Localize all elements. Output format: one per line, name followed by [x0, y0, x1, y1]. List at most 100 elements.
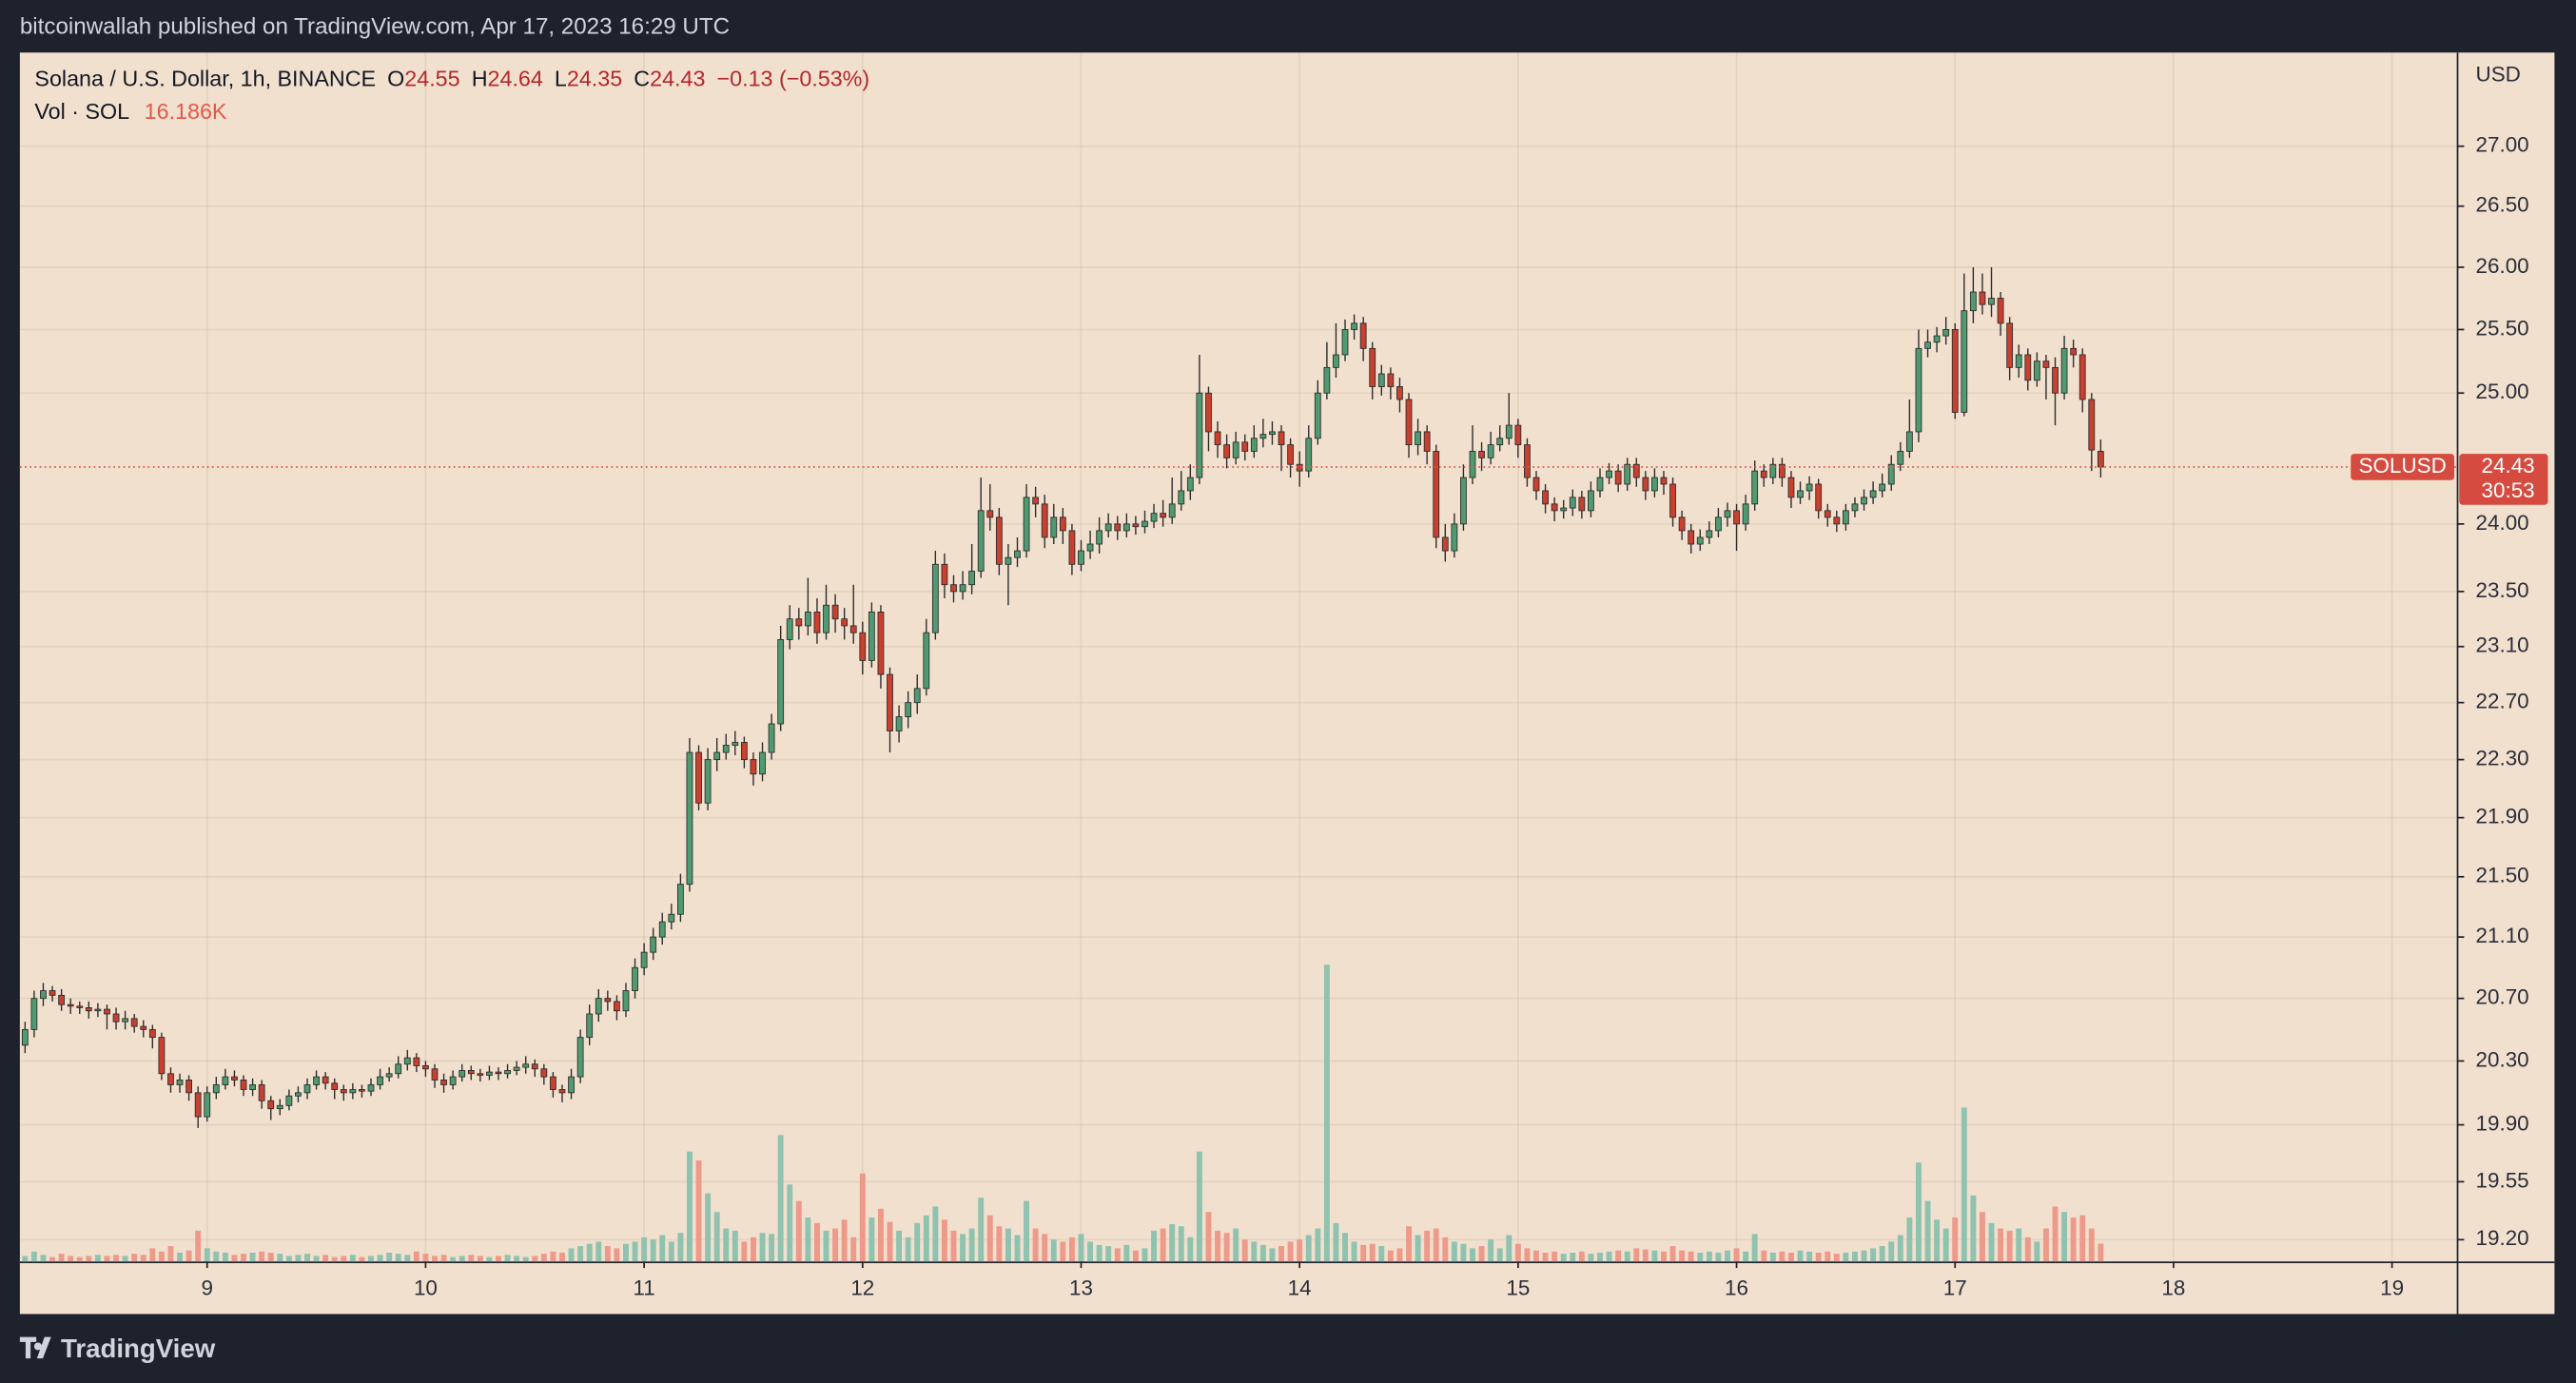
candle-body	[1542, 490, 1549, 505]
volume-bar	[1042, 1234, 1048, 1262]
candle-body	[158, 1037, 166, 1075]
candle-body	[58, 994, 66, 1005]
volume-bar	[832, 1228, 839, 1262]
candle-body	[986, 510, 994, 518]
volume-bar	[795, 1200, 802, 1262]
volume-bar	[723, 1228, 730, 1262]
candle-body	[1905, 431, 1913, 452]
candle-body	[385, 1073, 393, 1078]
volume-bar	[859, 1173, 866, 1262]
candle-body	[1469, 451, 1476, 478]
volume-bar	[1024, 1200, 1030, 1262]
volume-bar	[1278, 1246, 1284, 1262]
candle-body	[431, 1068, 439, 1081]
x-tick-label: 12	[850, 1276, 874, 1299]
candle-body	[931, 563, 939, 633]
volume-bar	[1488, 1239, 1494, 1262]
volume-bar	[1651, 1250, 1658, 1262]
candle-body	[1660, 477, 1668, 485]
legend-volume: Vol · SOL 16.186K	[34, 99, 227, 124]
volume-bar	[1506, 1235, 1512, 1262]
volume-bar	[185, 1250, 192, 1262]
candle-body	[495, 1071, 502, 1075]
volume-bar	[1351, 1241, 1357, 1262]
candle-body	[413, 1057, 420, 1066]
volume-bar	[1998, 1228, 2004, 1262]
candle-body	[122, 1018, 129, 1023]
candle-body	[1951, 329, 1959, 413]
volume-bar	[532, 1256, 538, 1262]
volume-bar	[1205, 1212, 1212, 1262]
volume-bar	[841, 1219, 848, 1262]
volume-bar	[623, 1243, 629, 1262]
logo-icon	[19, 1336, 51, 1359]
volume-bar	[2070, 1217, 2077, 1262]
candle-body	[877, 612, 885, 675]
volume-bar	[1406, 1226, 1412, 1262]
candle-body	[576, 1037, 584, 1078]
candle-body	[1196, 392, 1203, 478]
ohlc-value: 24.43	[650, 67, 705, 91]
volume-bar	[413, 1251, 420, 1262]
candle-body	[1014, 550, 1021, 558]
volume-bar	[1087, 1241, 1094, 1262]
candle-body	[249, 1084, 256, 1090]
candle-body	[85, 1007, 92, 1012]
candle-body	[1879, 483, 1886, 492]
candle-body	[1642, 477, 1649, 492]
volume-bar	[595, 1241, 602, 1262]
candle-body	[222, 1076, 229, 1085]
volume-bar	[1269, 1248, 1276, 1262]
volume-bar	[285, 1256, 292, 1262]
candle-body	[295, 1092, 302, 1097]
candle-body	[713, 751, 721, 761]
candle-body	[231, 1076, 238, 1081]
candle-body	[1688, 530, 1695, 545]
candle-body	[1942, 329, 1950, 337]
volume-bar	[1688, 1251, 1694, 1262]
candle-body	[1178, 490, 1185, 505]
candle-body	[786, 618, 793, 640]
volume-bar	[1934, 1219, 1941, 1262]
volume-bar	[1979, 1212, 1985, 1262]
volume-bar	[1470, 1248, 1475, 1262]
candle-body	[1122, 523, 1130, 532]
volume-bar	[1524, 1248, 1531, 1262]
candle-body	[2042, 360, 2050, 368]
candle-body	[1096, 530, 1103, 545]
candle-body	[1624, 463, 1631, 485]
candle-body	[1359, 322, 1367, 349]
volume-bar	[295, 1255, 302, 1262]
volume-bar	[241, 1254, 246, 1262]
volume-bar	[659, 1235, 666, 1262]
y-tick-label: 21.50	[2476, 864, 2529, 887]
volume-bar	[668, 1241, 674, 1262]
volume-bar	[968, 1228, 975, 1262]
candle-body	[349, 1089, 357, 1094]
candle-body	[1287, 444, 1295, 465]
candle-body	[477, 1073, 484, 1076]
volume-bar	[550, 1251, 556, 1262]
candle-body	[1451, 523, 1458, 552]
candle-body	[841, 618, 849, 627]
volume-bar	[1396, 1248, 1403, 1262]
volume-bar	[1496, 1248, 1503, 1262]
candle-body	[2015, 354, 2022, 368]
candle-body	[540, 1068, 548, 1078]
candle-body	[94, 1008, 102, 1012]
volume-bar	[559, 1252, 565, 1262]
volume-bar	[1843, 1252, 1849, 1262]
volume-bar	[359, 1256, 365, 1262]
candle-body	[1924, 341, 1931, 349]
candle-body	[1842, 510, 1849, 525]
volume-bar	[1415, 1235, 1421, 1262]
candle-body	[467, 1070, 475, 1075]
candle-body	[176, 1080, 184, 1085]
volume-bar	[140, 1255, 146, 1262]
candle-body	[658, 921, 666, 938]
candle-body	[959, 584, 966, 593]
volume-bar	[1132, 1250, 1139, 1262]
candle-body	[1733, 510, 1740, 525]
volume-bar	[2098, 1243, 2104, 1262]
volume-bar	[1806, 1251, 1813, 1262]
